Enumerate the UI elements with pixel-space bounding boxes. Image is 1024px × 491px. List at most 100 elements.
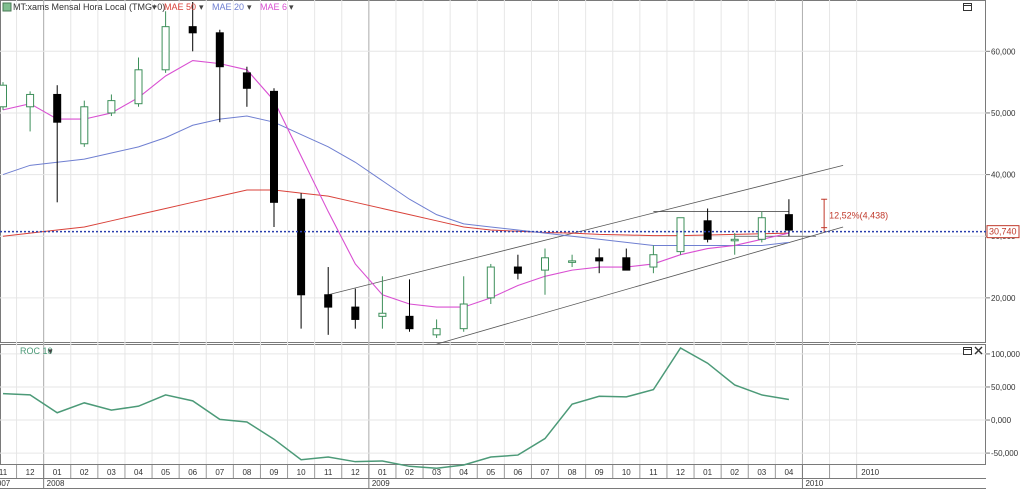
time-axis: 11 12 01 02 03 04 05 06 07 08 09 10 11 12 01 02 03 04 05 06… bbox=[0, 465, 880, 489]
roc-header: ROC 10 ▾ bbox=[20, 346, 53, 356]
candle-body bbox=[215, 32, 224, 68]
price-tick-label: 60,000 bbox=[991, 47, 1016, 56]
month-label: 12 bbox=[26, 468, 35, 477]
measure-tool[interactable]: 12,52%(4,438) bbox=[821, 198, 888, 232]
month-label: 02 bbox=[405, 468, 414, 477]
indicator-mae6-dropdown-icon[interactable]: ▾ bbox=[289, 2, 294, 12]
month-label: 01 bbox=[53, 468, 62, 477]
roc-axis: -50,000 0,000 50,000 100,000 bbox=[986, 350, 1020, 458]
roc-tick-label: 100,000 bbox=[991, 350, 1020, 359]
close-roc-panel-icon[interactable] bbox=[974, 346, 983, 355]
candle-body bbox=[432, 328, 441, 336]
month-label: 11 bbox=[324, 468, 333, 477]
indicator-mae20-dropdown-icon[interactable]: ▾ bbox=[247, 2, 252, 12]
indicator-mae6[interactable]: MAE 6 bbox=[260, 2, 287, 12]
maximize-price-panel-icon[interactable] bbox=[963, 3, 972, 11]
candle-body bbox=[676, 217, 685, 253]
roc-series bbox=[2, 346, 790, 470]
candle-body bbox=[107, 100, 116, 114]
month-label: 2010 bbox=[861, 468, 879, 477]
roc-dropdown-icon[interactable]: ▾ bbox=[48, 346, 53, 356]
month-label: 05 bbox=[161, 468, 170, 477]
month-label: 09 bbox=[270, 468, 279, 477]
candle-body bbox=[784, 214, 793, 231]
candle-body bbox=[513, 266, 522, 274]
price-tick-label: 20,000 bbox=[991, 294, 1016, 303]
year-label: 2009 bbox=[372, 479, 390, 488]
roc-tick-label: 0,000 bbox=[991, 416, 1012, 425]
candle-body bbox=[378, 312, 387, 317]
month-label: 07 bbox=[541, 468, 550, 477]
candle-body bbox=[297, 198, 306, 296]
month-label: 02 bbox=[730, 468, 739, 477]
month-label: 04 bbox=[459, 468, 468, 477]
month-label: 01 bbox=[703, 468, 712, 477]
month-label: 11 bbox=[649, 468, 658, 477]
year-label: 2010 bbox=[805, 479, 823, 488]
month-label: 10 bbox=[297, 468, 306, 477]
channel-lower-line bbox=[436, 226, 844, 345]
month-label: 02 bbox=[80, 468, 89, 477]
price-tick-label: 50,000 bbox=[991, 109, 1016, 118]
indicator-mae50[interactable]: MAE 50 bbox=[164, 2, 196, 12]
candle-body bbox=[622, 257, 631, 271]
mae6-line bbox=[2, 59, 790, 308]
symbol-icon bbox=[2, 2, 12, 12]
candle-body bbox=[405, 315, 414, 330]
mae50-line bbox=[2, 189, 789, 237]
month-label: 04 bbox=[134, 468, 143, 477]
candle-body bbox=[541, 257, 549, 271]
candlestick-series bbox=[0, 2, 793, 338]
candle-body bbox=[757, 217, 766, 240]
maximize-roc-panel-icon[interactable] bbox=[963, 347, 972, 355]
candle-body bbox=[595, 257, 604, 262]
indicator-mae20[interactable]: MAE 20 bbox=[212, 2, 244, 12]
year-label: 2007 bbox=[0, 479, 11, 488]
month-label: 09 bbox=[595, 468, 604, 477]
candle-body bbox=[270, 90, 278, 203]
month-label: 06 bbox=[513, 468, 522, 477]
candle-body bbox=[324, 294, 333, 308]
month-label: 05 bbox=[486, 468, 495, 477]
candle-body bbox=[568, 260, 577, 263]
month-label: 07 bbox=[215, 468, 224, 477]
month-label: 10 bbox=[622, 468, 631, 477]
candle-body bbox=[80, 106, 89, 145]
month-label: 08 bbox=[568, 468, 577, 477]
chart-header: MT:xams Mensal Hora Local (TMG+0) ▾ MAE … bbox=[2, 2, 294, 12]
month-label: 12 bbox=[676, 468, 685, 477]
moving-averages bbox=[2, 59, 790, 308]
candle-body bbox=[161, 26, 170, 71]
month-label: 12 bbox=[351, 468, 360, 477]
roc-tick-label: -50,000 bbox=[991, 449, 1019, 458]
roc-label[interactable]: ROC 10 bbox=[20, 346, 53, 356]
symbol-dropdown-icon[interactable]: ▾ bbox=[152, 2, 157, 12]
price-tick-label: 40,000 bbox=[991, 171, 1016, 180]
roc-line bbox=[2, 346, 790, 470]
roc-panel-frame bbox=[0, 344, 986, 465]
month-label: 03 bbox=[432, 468, 441, 477]
candle-body bbox=[0, 84, 7, 108]
roc-tick-label: 50,000 bbox=[991, 383, 1016, 392]
symbol-label[interactable]: MT:xams Mensal Hora Local (TMG+0) bbox=[13, 2, 165, 12]
candle-body bbox=[188, 26, 197, 34]
month-label: 03 bbox=[757, 468, 766, 477]
candle-body bbox=[649, 254, 658, 268]
mae20-line bbox=[2, 115, 789, 246]
candle-body bbox=[26, 93, 35, 108]
candle-body bbox=[459, 303, 468, 330]
candle-body bbox=[242, 72, 251, 89]
indicator-mae50-dropdown-icon[interactable]: ▾ bbox=[199, 2, 204, 12]
month-label: 08 bbox=[242, 468, 251, 477]
price-tag-box bbox=[986, 225, 1020, 239]
candle-body bbox=[53, 93, 62, 123]
measure-label: 12,52%(4,438) bbox=[829, 210, 888, 220]
month-label: 01 bbox=[378, 468, 387, 477]
price-panel-frame bbox=[0, 0, 986, 343]
candle-body bbox=[134, 69, 143, 105]
month-label: 11 bbox=[0, 468, 8, 477]
year-label: 2008 bbox=[47, 479, 65, 488]
